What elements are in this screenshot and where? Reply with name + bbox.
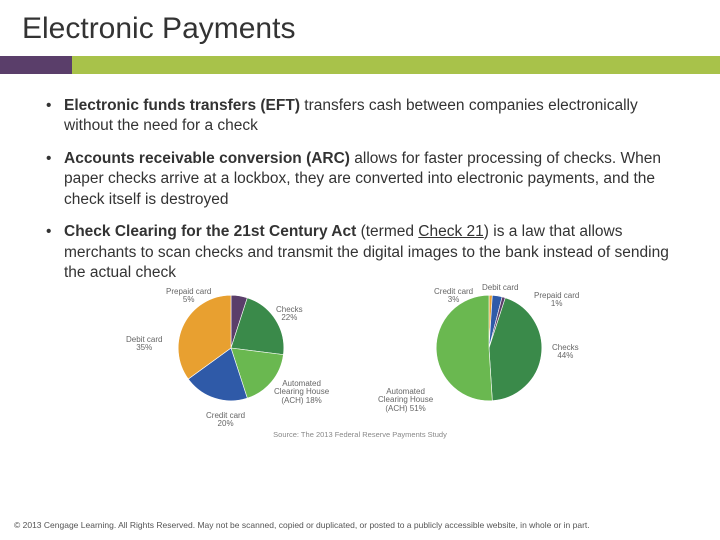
chart-source: Source: The 2013 Federal Reserve Payment…	[0, 430, 720, 439]
bullet-item: Electronic funds transfers (EFT) transfe…	[46, 96, 674, 137]
bullet-bold: Check Clearing for the 21st Century Act	[64, 223, 356, 240]
bullet-list: Electronic funds transfers (EFT) transfe…	[0, 96, 720, 284]
pie-chart-2: Credit card3%Debit cardPrepaid card1%Che…	[384, 288, 594, 428]
pie-label-checks: Checks44%	[552, 344, 579, 362]
pie-label-credit: Credit card20%	[206, 412, 245, 430]
pie-svg-2	[429, 288, 549, 408]
pie-label-credit: Credit card3%	[434, 288, 473, 306]
slide: Electronic Payments Electronic funds tra…	[0, 0, 720, 540]
pie-label-debit: Debit card	[482, 284, 518, 293]
bullet-bold: Electronic funds transfers (EFT)	[64, 97, 300, 114]
bullet-bold: Accounts receivable conversion (ARC)	[64, 150, 350, 167]
pie-label-ach: AutomatedClearing House(ACH) 51%	[378, 388, 433, 414]
accent-bar-seg-1	[0, 56, 72, 74]
bullet-underline: Check 21	[418, 223, 483, 240]
bullet-item: Accounts receivable conversion (ARC) all…	[46, 149, 674, 210]
pie-chart-1: Prepaid card5% Checks22% AutomatedClearing…	[126, 288, 336, 428]
bullet-text: (termed	[356, 223, 418, 240]
bullet-item: Check Clearing for the 21st Century Act …	[46, 222, 674, 283]
pie-label-debit: Debit card35%	[126, 336, 162, 354]
charts-row: Prepaid card5% Checks22% AutomatedClearing…	[0, 288, 720, 428]
accent-bar	[0, 56, 720, 74]
page-title: Electronic Payments	[0, 0, 720, 56]
pie-svg-1	[171, 288, 291, 408]
accent-bar-seg-2	[72, 56, 720, 74]
copyright-footer: © 2013 Cengage Learning. All Rights Rese…	[14, 520, 590, 530]
pie-slice-ach	[436, 295, 492, 401]
pie-label-prepaid: Prepaid card1%	[534, 292, 579, 310]
pie-label-prepaid: Prepaid card5%	[166, 288, 211, 306]
pie-label-ach: AutomatedClearing House(ACH) 18%	[274, 380, 329, 406]
pie-label-checks: Checks22%	[276, 306, 303, 324]
